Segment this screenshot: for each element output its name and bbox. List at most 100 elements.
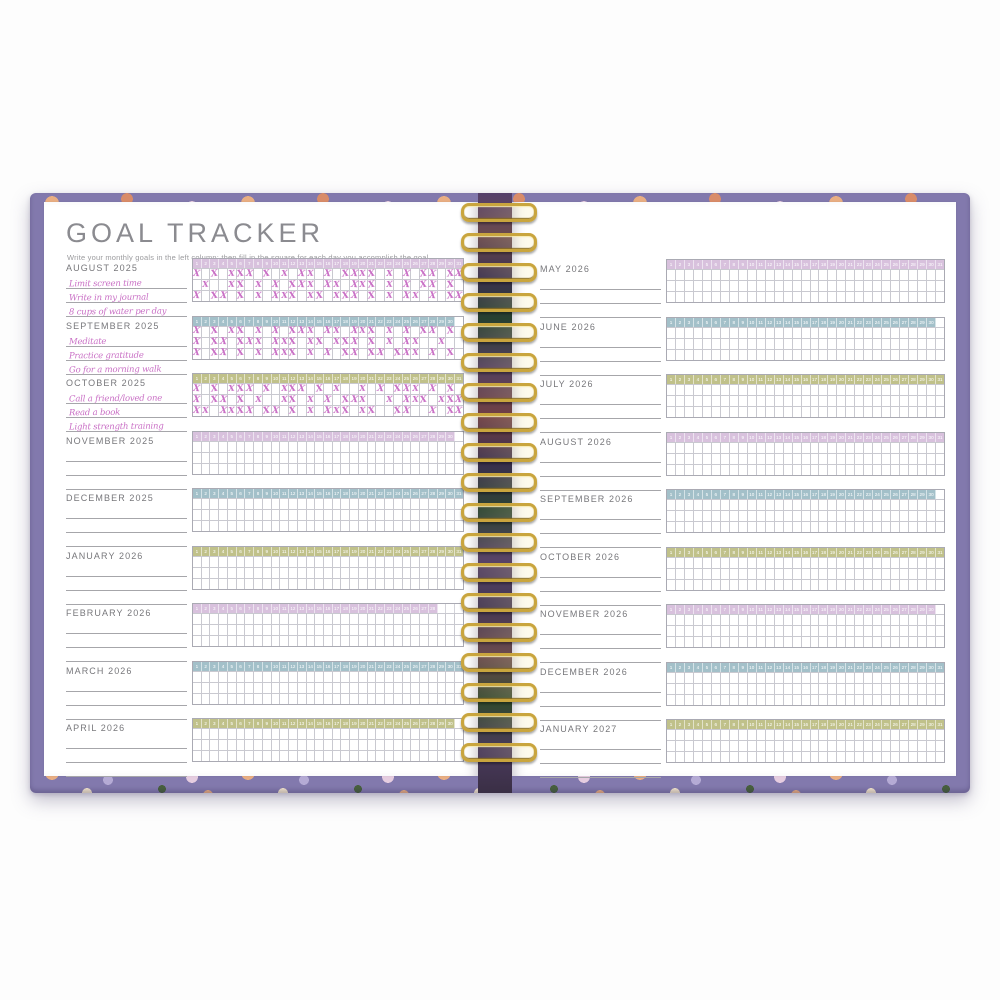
day-cell bbox=[446, 509, 456, 520]
day-header-cell: 1 bbox=[193, 259, 202, 268]
day-header-cell: 25 bbox=[882, 662, 892, 672]
day-cell bbox=[756, 452, 766, 464]
day-cell bbox=[428, 692, 438, 704]
day-cell bbox=[262, 509, 272, 520]
day-cell bbox=[792, 395, 802, 406]
tracker-row bbox=[193, 462, 463, 474]
x-mark: X bbox=[280, 394, 288, 405]
day-cell bbox=[873, 625, 883, 636]
day-cell bbox=[201, 566, 211, 578]
day-cell bbox=[873, 614, 883, 625]
day-cell bbox=[738, 406, 748, 417]
day-cell bbox=[306, 739, 316, 750]
day-cell: X bbox=[315, 383, 325, 394]
goal-line bbox=[66, 448, 187, 462]
day-cell bbox=[819, 326, 829, 338]
day-header-cell: 18 bbox=[819, 490, 829, 499]
day-cell bbox=[828, 614, 838, 625]
day-cell bbox=[711, 280, 721, 291]
day-cell: X bbox=[358, 394, 368, 405]
day-cell bbox=[909, 693, 919, 705]
day-cell bbox=[837, 578, 847, 590]
day-cell bbox=[280, 681, 290, 693]
day-cell bbox=[702, 578, 712, 590]
day-cell bbox=[289, 728, 298, 739]
day-cell bbox=[376, 498, 386, 509]
day-header-cell: 30 bbox=[446, 431, 456, 441]
day-header-cell: 30 bbox=[446, 546, 456, 556]
day-cell bbox=[324, 728, 333, 739]
day-header-cell: 19 bbox=[828, 432, 838, 442]
day-cell bbox=[702, 384, 712, 395]
day-header-cell: 21 bbox=[846, 547, 856, 557]
day-cell bbox=[245, 509, 255, 520]
day-header-row: 1 2 3 4 5 6 7 8 9 10 11 12 13 14 15 16 17 18 19 20 21 22 23 24 2… bbox=[193, 546, 463, 556]
day-header-cell: 26 bbox=[891, 547, 901, 557]
day-cell bbox=[262, 577, 272, 589]
day-header-cell: 3 bbox=[210, 316, 220, 326]
day-header-cell: 16 bbox=[324, 431, 333, 441]
day-cell bbox=[684, 291, 694, 302]
day-header-cell: 17 bbox=[332, 489, 342, 498]
x-mark: X bbox=[359, 394, 367, 405]
day-cell bbox=[245, 692, 255, 704]
day-cell: X bbox=[219, 336, 228, 348]
day-cell bbox=[455, 509, 463, 520]
day-header-cell: 22 bbox=[376, 259, 386, 268]
day-cell bbox=[446, 635, 456, 646]
day-cell bbox=[828, 556, 838, 568]
tracker-row bbox=[667, 729, 945, 740]
tracker-row bbox=[193, 624, 463, 635]
day-header-cell: 13 bbox=[774, 720, 784, 729]
day-cell: X bbox=[254, 279, 263, 290]
day-cell bbox=[936, 729, 945, 740]
day-header-cell: 30 bbox=[927, 375, 937, 384]
x-mark: X bbox=[385, 337, 393, 347]
day-cell: X bbox=[272, 347, 281, 359]
day-cell bbox=[693, 337, 703, 349]
day-cell bbox=[756, 291, 766, 302]
tracker-row bbox=[193, 577, 463, 589]
day-cell bbox=[675, 521, 685, 532]
day-cell bbox=[411, 577, 421, 589]
day-cell bbox=[315, 624, 325, 635]
day-cell bbox=[792, 578, 802, 590]
day-cell bbox=[810, 567, 820, 579]
day-cell bbox=[837, 751, 847, 762]
month-goal-column: FEBRUARY 2026 bbox=[66, 606, 192, 662]
day-header-cell: 30 bbox=[446, 374, 456, 383]
day-cell bbox=[864, 751, 874, 762]
x-mark: X bbox=[341, 347, 350, 359]
day-cell bbox=[810, 729, 820, 740]
tracker-grid: 1 2 3 4 5 6 7 8 9 10 11 12 13 14 15 16 17 18 19 20 21 22 23 24 2… bbox=[192, 488, 464, 532]
day-cell bbox=[810, 682, 820, 694]
day-cell bbox=[262, 336, 272, 348]
day-cell bbox=[262, 451, 272, 463]
x-mark: X bbox=[350, 290, 359, 301]
day-header-cell: 18 bbox=[341, 546, 351, 556]
day-cell bbox=[810, 348, 820, 360]
month-section: JULY 2026 1 2 3 4 5 6 7 8 9 10 11 12 13 14 15 16 17 18 19 20… bbox=[540, 374, 945, 433]
day-cell bbox=[909, 463, 919, 475]
day-header-cell: 16 bbox=[324, 259, 333, 268]
day-cell bbox=[376, 325, 386, 337]
day-cell bbox=[864, 567, 874, 579]
day-cell bbox=[667, 682, 676, 694]
day-cell bbox=[819, 441, 829, 453]
day-header-cell: 3 bbox=[684, 720, 694, 729]
day-cell: X bbox=[236, 336, 246, 348]
day-cell bbox=[350, 405, 359, 416]
day-header-cell: 22 bbox=[376, 489, 386, 498]
day-cell bbox=[411, 613, 421, 624]
day-cell bbox=[864, 395, 874, 406]
day-header-cell: 16 bbox=[801, 375, 811, 384]
day-cell bbox=[254, 498, 263, 509]
x-mark: X bbox=[341, 405, 350, 416]
day-cell bbox=[738, 625, 748, 636]
day-cell bbox=[358, 347, 368, 359]
x-mark: X bbox=[323, 325, 332, 337]
day-cell bbox=[909, 326, 919, 338]
month-label: DECEMBER 2025 bbox=[66, 493, 154, 503]
day-cell bbox=[774, 556, 784, 568]
